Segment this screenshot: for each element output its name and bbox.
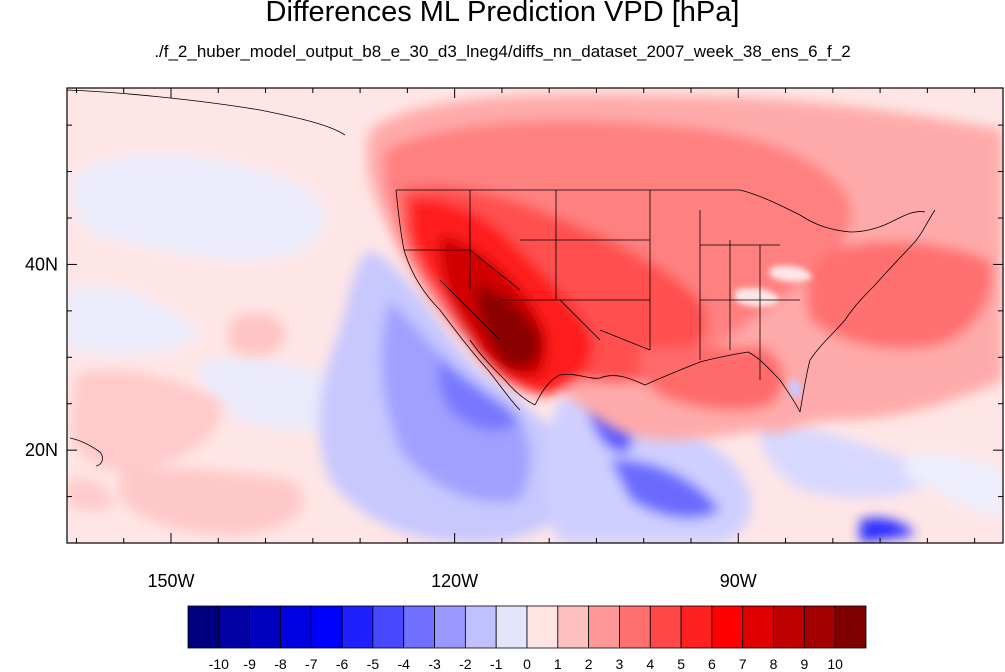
x-tick-label: 150W <box>147 571 194 591</box>
map-ticks <box>67 88 1003 543</box>
colorbar-label: 0 <box>523 656 531 672</box>
colorbar-swatch <box>403 605 435 649</box>
colorbar-swatch <box>680 605 713 649</box>
colorbar-label: 9 <box>800 656 808 672</box>
positive-anomaly-regions <box>366 94 1003 441</box>
x-tick-label: 120W <box>431 571 478 591</box>
colorbar-swatch <box>372 605 405 649</box>
map-subtitle: ./f_2_huber_model_output_b8_e_30_d3_lneg… <box>154 42 851 61</box>
y-tick-label: 20N <box>25 440 58 460</box>
colorbar-swatch <box>218 605 251 649</box>
tick-labels: 150W 120W 90W 40N 20N <box>25 254 757 591</box>
colorbar-swatch <box>619 605 651 649</box>
coastlines <box>67 89 936 467</box>
colorbar-label: -2 <box>459 656 472 672</box>
colorbar-label: -9 <box>243 656 256 672</box>
colorbar-swatch <box>434 605 466 649</box>
colorbar-swatch <box>588 605 620 649</box>
x-tick-label: 90W <box>720 571 757 591</box>
colorbar-label: -10 <box>209 656 229 672</box>
colorbar-swatch <box>341 605 374 649</box>
colorbar-label: -4 <box>398 656 411 672</box>
colorbar-swatch <box>249 605 281 649</box>
colorbar-swatch <box>526 605 559 649</box>
colorbar-swatch <box>711 605 744 649</box>
colorbar-label: -6 <box>336 656 349 672</box>
colorbar-swatch <box>280 605 312 649</box>
negative-anomaly-regions <box>67 153 1003 543</box>
colorbar-label: 3 <box>616 656 624 672</box>
colorbar-label: -1 <box>490 656 503 672</box>
colorbar-swatch <box>649 605 682 649</box>
colorbar-label: -7 <box>305 656 318 672</box>
colorbar-swatch <box>464 605 497 649</box>
colorbar-label: 7 <box>739 656 747 672</box>
pacific-positive-patches <box>67 312 304 535</box>
colorbar-swatch <box>803 605 836 649</box>
colorbar-label: 1 <box>554 656 562 672</box>
colorbar-swatch <box>773 605 805 649</box>
colorbar-swatch <box>187 605 220 649</box>
colorbar-swatch <box>557 605 590 649</box>
colorbar-label: 4 <box>646 656 654 672</box>
vpd-difference-field <box>67 88 1003 543</box>
colorbar <box>187 605 867 649</box>
colorbar-label: -8 <box>274 656 287 672</box>
colorbar-swatch <box>495 605 528 649</box>
colorbar-swatch <box>834 605 867 649</box>
map-title: Differences ML Prediction VPD [hPa] <box>265 0 740 28</box>
colorbar-label: 8 <box>770 656 778 672</box>
y-tick-label: 40N <box>25 254 58 274</box>
colorbar-labels: -10 -9 -8 -7 -6 -5 -4 -3 -2 -1 0 1 2 3 4 5 6 7 8 9 10 <box>209 656 843 672</box>
colorbar-label: 6 <box>708 656 716 672</box>
colorbar-label: 10 <box>827 656 843 672</box>
southeast-near-zero-patches <box>735 265 812 398</box>
colorbar-swatch <box>742 605 774 649</box>
colorbar-label: 2 <box>585 656 593 672</box>
colorbar-swatch <box>310 605 343 649</box>
colorbar-label: -5 <box>367 656 380 672</box>
colorbar-label: 5 <box>677 656 685 672</box>
colorbar-label: -3 <box>428 656 441 672</box>
map-frame <box>66 87 1004 544</box>
